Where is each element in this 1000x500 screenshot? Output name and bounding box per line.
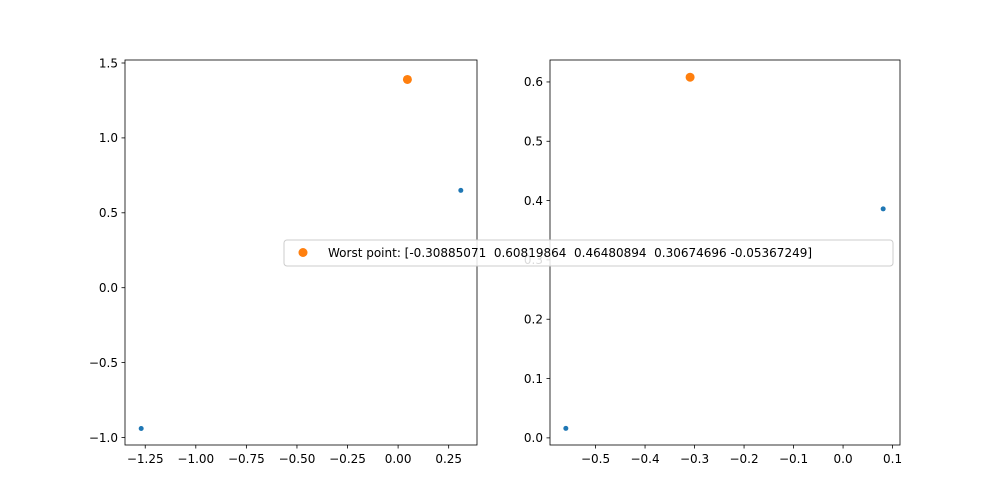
x-tick-label: −0.75: [228, 452, 265, 466]
x-tick-label: −1.00: [177, 452, 214, 466]
data-point-s1-p0: [402, 74, 412, 84]
x-tick-label: 0.1: [883, 452, 902, 466]
legend-label: Worst point: [-0.30885071 0.60819864 0.4…: [328, 246, 812, 260]
y-tick-label: −0.5: [89, 356, 118, 370]
y-tick-label: 1.5: [99, 56, 118, 70]
legend-marker: [298, 248, 308, 257]
y-tick-label: 0.6: [524, 75, 543, 89]
y-tick-label: 0.5: [524, 135, 543, 149]
x-tick-label: 0.00: [385, 452, 412, 466]
data-point-s0-p1: [880, 206, 886, 212]
y-tick-label: 0.2: [524, 313, 543, 327]
data-point-s1-p0: [685, 72, 695, 82]
y-tick-label: 0.4: [524, 194, 543, 208]
y-tick-label: 0.0: [99, 281, 118, 295]
x-tick-label: −1.25: [127, 452, 164, 466]
x-tick-label: −0.25: [329, 452, 366, 466]
data-point-s0-p1: [458, 187, 464, 193]
y-tick-label: 0.1: [524, 372, 543, 386]
legend: Worst point: [-0.30885071 0.60819864 0.4…: [283, 239, 894, 267]
x-tick-label: −0.2: [729, 452, 758, 466]
y-tick-label: 1.0: [99, 131, 118, 145]
y-tick-label: 0.5: [99, 206, 118, 220]
x-tick-label: −0.1: [779, 452, 808, 466]
x-tick-label: 0.0: [834, 452, 853, 466]
y-tick-label: 0.0: [524, 431, 543, 445]
x-tick-label: −0.4: [630, 452, 659, 466]
y-tick-label: −1.0: [89, 431, 118, 445]
x-tick-label: −0.50: [279, 452, 316, 466]
x-tick-label: −0.5: [581, 452, 610, 466]
x-tick-label: 0.25: [435, 452, 462, 466]
left-scatter-plot: −1.25 −1.00 −0.75 −0.50 −0.25 0.00 0.25 −1.0 −0.…: [89, 56, 478, 466]
x-tick-label: −0.3: [680, 452, 709, 466]
data-point-s0-p0: [563, 425, 569, 431]
data-point-s0-p0: [138, 426, 144, 432]
legend-box: [283, 239, 894, 267]
